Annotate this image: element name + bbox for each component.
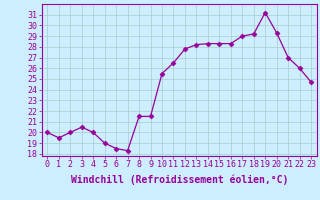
X-axis label: Windchill (Refroidissement éolien,°C): Windchill (Refroidissement éolien,°C) xyxy=(70,175,288,185)
